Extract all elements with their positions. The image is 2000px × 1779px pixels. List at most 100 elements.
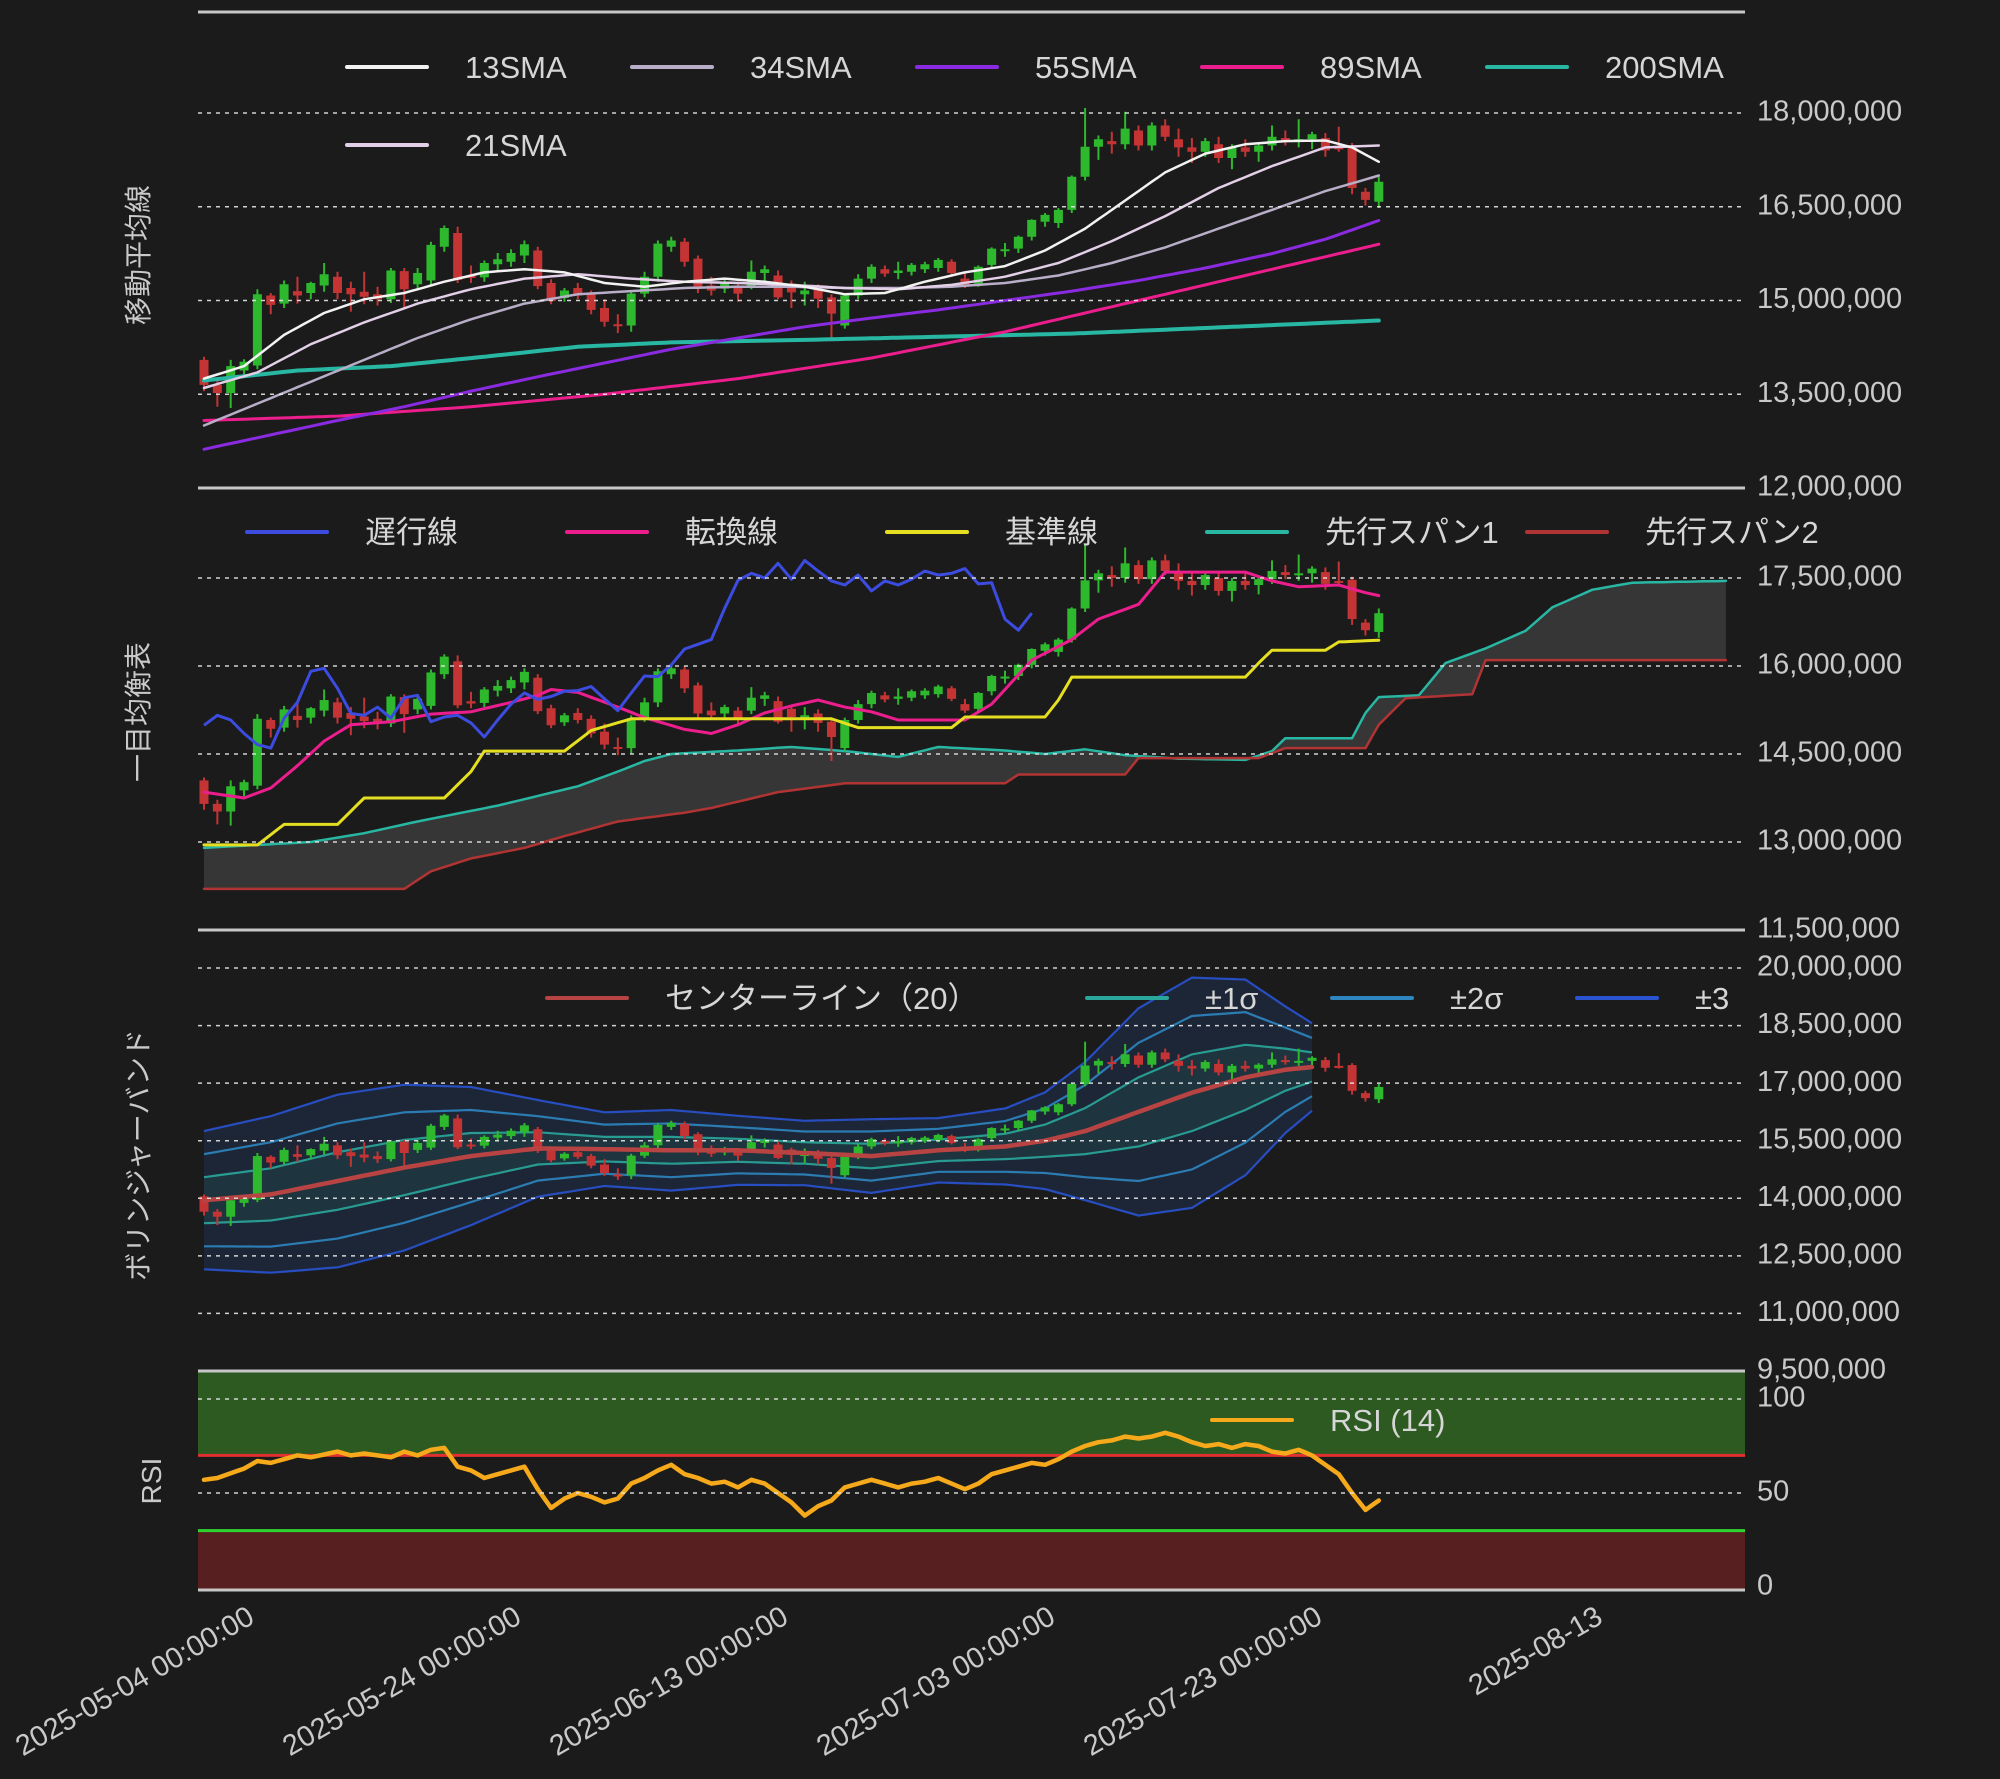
bollinger-band-3sigma [203, 1109, 1313, 1274]
candle-body [1214, 1063, 1224, 1073]
candle-body [893, 696, 903, 699]
legend-label: 転換線 [685, 514, 778, 550]
candle-body [306, 1149, 316, 1156]
candle-body [693, 258, 703, 289]
y-axis-tick-label: 15,000,000 [1757, 283, 1902, 315]
sma34-line [202, 174, 1381, 427]
candle-body [493, 1134, 503, 1138]
candle-body [626, 293, 636, 326]
rsi-line [201, 1430, 1382, 1518]
candle-body [1227, 147, 1237, 158]
y-axis-tick-label: 12,500,000 [1757, 1239, 1902, 1271]
candle-body [573, 712, 583, 720]
candle-body [1080, 580, 1090, 609]
candle-body [1067, 176, 1077, 210]
candle-body [1160, 560, 1170, 571]
candle-body [600, 308, 609, 322]
legend-item-rsi14: RSI (14) [1210, 1401, 1445, 1439]
candle-body [907, 691, 917, 698]
bollinger-center-line [201, 1064, 1315, 1203]
y-axis-tick-label: 13,000,000 [1757, 825, 1902, 857]
legend-label: 先行スパン2 [1645, 514, 1819, 550]
candle-body [907, 264, 917, 272]
rsi-oversold-zone [198, 1530, 1745, 1590]
legend-label: 先行スパン1 [1325, 514, 1499, 550]
candle-body [479, 263, 489, 278]
candle-body [1320, 1060, 1330, 1068]
senkou-span1-line [202, 579, 1728, 850]
candle-body [880, 269, 890, 274]
candle-body [1120, 563, 1130, 578]
candle-body [199, 359, 209, 385]
candle-body [1294, 1060, 1304, 1063]
y-axis-tick-label: 14,000,000 [1757, 1181, 1902, 1213]
legend-line-sample [1085, 996, 1169, 1000]
legend-line-sample [1210, 1418, 1294, 1422]
candle-body [426, 672, 436, 706]
chikou-line [203, 558, 1033, 750]
candle-body [559, 290, 569, 298]
y-axis-tick-label: 15,500,000 [1757, 1123, 1902, 1155]
candle-body [586, 294, 596, 310]
candle-body [239, 1197, 249, 1203]
candle-body [920, 1137, 930, 1141]
candle-body [973, 1139, 983, 1150]
candle-body [212, 384, 222, 393]
candle-body [826, 297, 836, 314]
candle-body [573, 1152, 583, 1157]
candle-body [346, 712, 356, 719]
candle-body [947, 261, 957, 273]
candle-body [920, 690, 930, 696]
candle-body [933, 686, 943, 695]
candle-body [466, 1144, 476, 1147]
candle-body [1027, 1110, 1037, 1121]
candle-body [426, 244, 436, 281]
candle-body [1080, 1065, 1090, 1084]
candle-body [800, 290, 810, 295]
senkou-span2-line [202, 658, 1728, 891]
candle-body [319, 1143, 329, 1151]
candle-body [212, 1211, 222, 1217]
candle-body [1347, 146, 1357, 188]
candle-body [1374, 613, 1384, 632]
candle-body [359, 716, 369, 722]
candle-body [533, 250, 543, 287]
candle-body [1107, 1062, 1117, 1065]
candle-body [333, 276, 342, 293]
legend-label: 55SMA [1035, 49, 1137, 85]
candle-body [760, 1140, 770, 1144]
candle-body [600, 731, 609, 745]
legend-label: 13SMA [465, 49, 567, 85]
bollinger-band-3sigma [203, 976, 1313, 1133]
legend-item-±2σ: ±2σ [1330, 979, 1503, 1017]
candle-body [653, 1124, 663, 1146]
candle-body [626, 718, 636, 749]
legend-item-±1σ: ±1σ [1085, 979, 1258, 1017]
candle-body [800, 715, 810, 719]
candle-body [653, 671, 663, 703]
candle-body [1134, 565, 1143, 580]
candle-body [613, 324, 623, 327]
candle-body [1174, 573, 1184, 581]
legend-item-: 遅行線 [245, 513, 458, 551]
candle-body [1134, 130, 1143, 146]
legend-line-sample [1525, 530, 1609, 534]
candle-body [1240, 580, 1250, 586]
legend-item-89sma: 89SMA [1200, 48, 1422, 86]
candle-body [252, 294, 262, 366]
candle-body [746, 271, 756, 286]
candle-body [546, 283, 556, 302]
candle-body [1027, 648, 1037, 665]
legend-line-sample [545, 996, 629, 1000]
candle-body [693, 685, 703, 714]
candle-body [319, 700, 329, 711]
bollinger-band-2sigma [203, 1010, 1313, 1156]
legend-line-sample [1575, 996, 1659, 1000]
candle-body [773, 701, 783, 722]
legend-line-sample [1330, 996, 1414, 1000]
candle-body [1040, 644, 1050, 651]
candle-body [413, 1143, 423, 1150]
legend-item-13sma: 13SMA [345, 48, 567, 86]
candle-body [306, 283, 316, 293]
